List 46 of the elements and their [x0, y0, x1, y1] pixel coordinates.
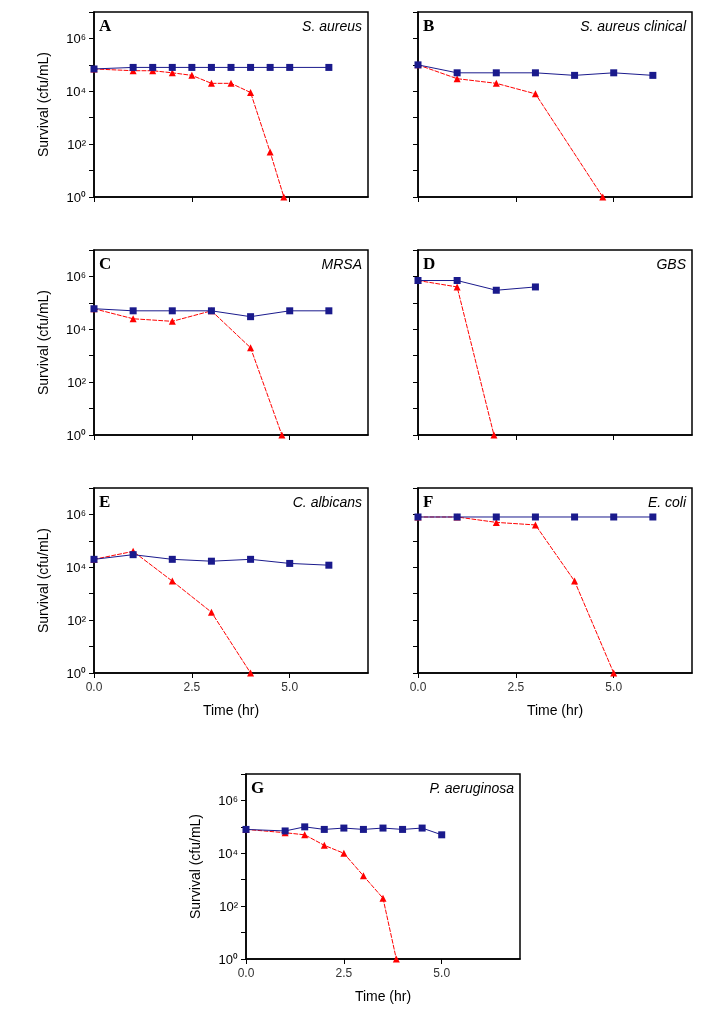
y-tick-label: 10² [67, 612, 87, 628]
annotation: B [423, 16, 435, 35]
annotation: F [423, 492, 434, 511]
y-axis-title: Survival (cfu/mL) [187, 813, 203, 920]
y-tick-label: 10⁴ [65, 321, 86, 337]
annotation: C. albicans [292, 494, 363, 510]
y-tick-label: 10² [67, 136, 87, 152]
x-tick-label: 2.5 [335, 966, 353, 980]
x-tick-label: 5.0 [281, 680, 299, 694]
y-tick-label: 10⁰ [66, 427, 86, 443]
y-tick-label: 10⁴ [217, 845, 238, 861]
y-tick-label: 10⁶ [66, 30, 86, 46]
y-axis-title: Survival (cfu/mL) [35, 527, 51, 634]
x-axis-title: Time (hr) [526, 702, 584, 718]
x-tick-label: 0.0 [409, 680, 427, 694]
y-tick-label: 10⁴ [65, 83, 86, 99]
annotation: P. aeruginosa [429, 780, 515, 796]
y-tick-label: 10⁰ [218, 951, 238, 967]
annotation: E [99, 492, 111, 511]
x-tick-label: 5.0 [605, 680, 623, 694]
y-axis-title: Survival (cfu/mL) [35, 289, 51, 396]
y-tick-label: 10⁶ [218, 792, 238, 808]
annotation: A [99, 16, 112, 35]
y-tick-label: 10⁴ [65, 559, 86, 575]
annotation: C [99, 254, 112, 273]
annotation: G [251, 778, 265, 797]
y-tick-label: 10⁰ [66, 189, 86, 205]
x-tick-label: 2.5 [183, 680, 201, 694]
annotation: S. aureus [302, 18, 363, 34]
annotation: S. aureus clinical [580, 18, 687, 34]
y-tick-label: 10² [219, 898, 239, 914]
y-tick-label: 10⁶ [66, 506, 86, 522]
x-tick-label: 5.0 [433, 966, 451, 980]
x-axis-title: Time (hr) [202, 702, 260, 718]
y-tick-label: 10⁶ [66, 268, 86, 284]
y-tick-label: 10² [67, 374, 87, 390]
x-axis-title: Time (hr) [354, 988, 412, 1004]
x-tick-label: 2.5 [507, 680, 525, 694]
y-tick-label: 10⁰ [66, 665, 86, 681]
annotation: GBS [656, 256, 687, 272]
x-tick-label: 0.0 [237, 966, 255, 980]
y-axis-title: Survival (cfu/mL) [35, 51, 51, 158]
annotation: E. coli [647, 494, 687, 510]
annotation: D [423, 254, 436, 273]
annotation: MRSA [321, 256, 362, 272]
x-tick-label: 0.0 [85, 680, 103, 694]
